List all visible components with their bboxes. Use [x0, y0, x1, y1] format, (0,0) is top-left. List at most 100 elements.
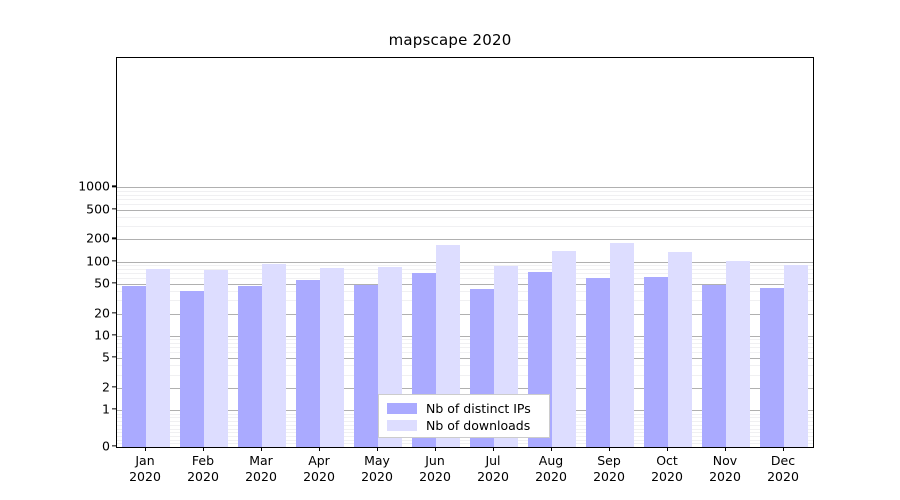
x-axis-label-month: Oct — [656, 453, 678, 468]
legend-item-distinct-ips: Nb of distinct IPs — [387, 400, 541, 417]
x-axis-label-year: 2020 — [245, 469, 277, 484]
y-axis-tick-label: 100 — [86, 253, 110, 269]
chart-legend: Nb of distinct IPs Nb of downloads — [378, 394, 550, 438]
x-axis-label-year: 2020 — [303, 469, 335, 484]
y-axis-tick-labels: 0 1 2 5 10 20 50 100 200 500 1000 — [54, 57, 110, 454]
bar-aug-downloads — [552, 251, 577, 447]
legend-label-distinct-ips: Nb of distinct IPs — [426, 401, 531, 416]
x-axis-tick-marks — [116, 447, 812, 452]
y-axis-tick-label: 0 — [102, 438, 110, 454]
x-axis-tick-label: Feb 2020 — [163, 453, 243, 485]
gridline-major — [117, 313, 813, 315]
legend-item-downloads: Nb of downloads — [387, 417, 541, 434]
x-axis-label-month: Nov — [712, 453, 738, 468]
y-axis-tick-mark — [112, 185, 116, 188]
x-axis-label-month: Jan — [135, 453, 155, 468]
y-axis-tick-mark — [112, 237, 116, 239]
bar-oct-downloads — [668, 252, 693, 447]
y-axis-tick-label: 500 — [86, 201, 110, 217]
chart-title: mapscape 2020 — [388, 31, 512, 49]
bar-mar-distinct-ips — [237, 285, 262, 447]
gridline-major — [117, 239, 813, 241]
y-axis-tick-label: 2 — [102, 379, 110, 395]
x-axis-label-year: 2020 — [651, 469, 683, 484]
x-axis-label-year: 2020 — [477, 469, 509, 484]
x-axis-tick-label: Sep 2020 — [569, 453, 649, 485]
y-axis-tick-mark — [112, 311, 116, 314]
x-axis-tick-label: Dec 2020 — [743, 453, 823, 485]
bar-feb-distinct-ips — [179, 291, 204, 447]
plot-area — [116, 57, 814, 448]
bar-apr-downloads — [320, 268, 345, 447]
bar-jan-distinct-ips — [121, 285, 146, 447]
x-axis-tick-label: Jun 2020 — [395, 453, 475, 485]
gridline-minor — [117, 374, 813, 376]
x-axis-label-year: 2020 — [129, 469, 161, 484]
x-axis-tick-mark — [609, 447, 611, 451]
gridline-minor — [117, 365, 813, 367]
x-axis-tick-label: Mar 2020 — [221, 453, 301, 485]
x-axis-label-year: 2020 — [187, 469, 219, 484]
gridline-major — [117, 335, 813, 337]
gridline-major — [117, 261, 813, 263]
bar-feb-downloads — [204, 270, 229, 447]
x-axis-tick-mark — [667, 447, 669, 451]
y-axis-tick-label: 1 — [102, 401, 110, 417]
x-axis-tick-mark — [551, 447, 553, 451]
x-axis-tick-label: May 2020 — [337, 453, 417, 485]
x-axis-tick-mark — [783, 447, 785, 451]
x-axis-tick-mark — [377, 447, 379, 451]
plot-inner — [117, 58, 813, 447]
y-axis-tick-label: 200 — [86, 230, 110, 246]
gridline-major — [117, 358, 813, 360]
y-axis-tick-mark — [112, 386, 116, 388]
gridline-minor — [117, 198, 813, 200]
y-axis-tick-label: 50 — [94, 275, 110, 291]
bar-nov-distinct-ips — [701, 284, 726, 447]
bar-apr-distinct-ips — [295, 280, 320, 447]
gridline-minor — [117, 339, 813, 341]
bar-sep-distinct-ips — [585, 277, 610, 447]
x-axis-tick-label: Jul 2020 — [453, 453, 533, 485]
x-axis-label-month: Jun — [425, 453, 445, 468]
gridline-minor — [117, 273, 813, 275]
x-axis-label-month: Aug — [538, 453, 564, 468]
gridline-minor — [117, 443, 813, 445]
x-axis-tick-label: Jan 2020 — [105, 453, 185, 485]
x-axis-label-year: 2020 — [361, 469, 393, 484]
gridline-minor — [117, 216, 813, 218]
y-axis-tick-mark — [112, 408, 116, 410]
x-axis-tick-label: Aug 2020 — [511, 453, 591, 485]
gridline-minor — [117, 343, 813, 344]
x-axis-tick-label: Oct 2020 — [627, 453, 707, 485]
gridline-minor — [117, 278, 813, 280]
y-axis-tick-label: 10 — [94, 327, 110, 343]
x-axis-label-month: May — [364, 453, 390, 468]
gridline-minor — [117, 194, 813, 196]
x-axis-tick-mark — [725, 447, 727, 451]
x-axis-tick-labels: Jan 2020 Feb 2020 Mar 2020 Apr 2020 May 2020 Jun 20… — [116, 453, 812, 497]
gridline-minor — [117, 268, 813, 270]
x-axis-tick-mark — [261, 447, 263, 451]
x-axis-label-year: 2020 — [419, 469, 451, 484]
gridline-minor — [117, 300, 813, 302]
x-axis-tick-mark — [319, 447, 321, 451]
bar-dec-distinct-ips — [759, 288, 784, 447]
y-axis-tick-mark — [112, 334, 116, 336]
x-axis-label-month: Sep — [597, 453, 621, 468]
x-axis-tick-mark — [203, 447, 205, 451]
x-axis-label-year: 2020 — [767, 469, 799, 484]
gridline-minor — [117, 203, 813, 205]
y-axis-tick-label: 5 — [102, 349, 110, 365]
bar-jan-downloads — [146, 269, 171, 447]
gridline-minor — [117, 352, 813, 354]
legend-swatch-distinct-ips — [387, 403, 417, 414]
y-axis-tick-mark — [112, 445, 116, 447]
gridline-minor — [117, 226, 813, 228]
gridline-minor — [117, 190, 813, 192]
y-axis-tick-mark — [112, 282, 116, 284]
legend-label-downloads: Nb of downloads — [426, 418, 531, 433]
y-axis-tick-mark — [112, 356, 116, 358]
bar-nov-downloads — [726, 261, 751, 447]
